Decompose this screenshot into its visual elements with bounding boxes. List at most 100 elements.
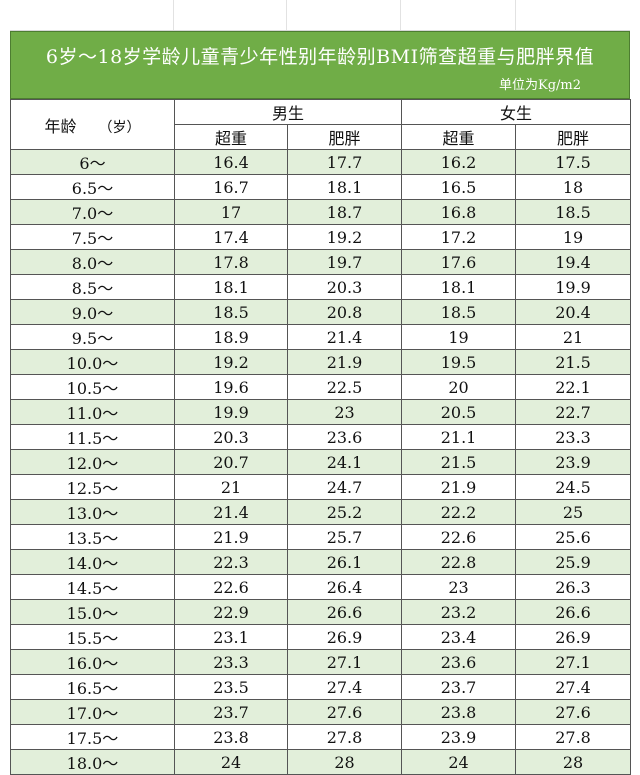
male-overweight-cell[interactable]: 16.4 [174,149,288,175]
age-cell[interactable]: 8.0～ [10,249,175,275]
male-overweight-cell[interactable]: 24 [174,749,288,775]
female-overweight-cell[interactable]: 23.4 [401,624,517,650]
male-overweight-cell[interactable]: 18.1 [174,274,288,300]
female-obese-cell[interactable]: 21.5 [515,349,632,375]
age-cell[interactable]: 6～ [10,149,175,175]
male-overweight-cell[interactable]: 18.5 [174,299,288,325]
age-cell[interactable]: 6.5～ [10,174,175,200]
age-cell[interactable]: 7.5～ [10,224,175,250]
male-overweight-cell[interactable]: 22.9 [174,599,288,625]
male-obese-cell[interactable]: 22.5 [286,374,403,400]
empty-cell[interactable] [287,0,402,30]
female-overweight-cell[interactable]: 22.2 [401,499,517,525]
female-obese-cell[interactable]: 19 [515,224,632,250]
female-obese-cell[interactable]: 26.9 [515,624,632,650]
female-obese-cell[interactable]: 27.8 [515,724,632,750]
female-obese-cell[interactable]: 17.5 [515,149,632,175]
male-overweight-cell[interactable]: 23.8 [174,724,288,750]
male-obese-cell[interactable]: 26.6 [286,599,403,625]
age-cell[interactable]: 14.5～ [10,574,175,600]
age-header[interactable]: 年龄 （岁） [10,99,175,150]
age-cell[interactable]: 12.5～ [10,474,175,500]
age-cell[interactable]: 12.0～ [10,449,175,475]
female-overweight-cell[interactable]: 16.2 [401,149,517,175]
male-overweight-cell[interactable]: 21.9 [174,524,288,550]
male-overweight-cell[interactable]: 17.4 [174,224,288,250]
male-obese-cell[interactable]: 19.7 [286,249,403,275]
male-overweight-cell[interactable]: 20.3 [174,424,288,450]
age-cell[interactable]: 10.5～ [10,374,175,400]
age-cell[interactable]: 9.5～ [10,324,175,350]
male-obese-cell[interactable]: 20.3 [286,274,403,300]
empty-cell[interactable] [401,0,516,30]
male-obese-cell[interactable]: 21.9 [286,349,403,375]
female-overweight-cell[interactable]: 16.8 [401,199,517,225]
male-obese-cell[interactable]: 17.7 [286,149,403,175]
female-overweight-cell[interactable]: 21.1 [401,424,517,450]
female-obese-cell[interactable]: 27.4 [515,674,632,700]
age-cell[interactable]: 13.5～ [10,524,175,550]
male-overweight-cell[interactable]: 21.4 [174,499,288,525]
male-overweight-cell[interactable]: 18.9 [174,324,288,350]
female-obese-cell[interactable]: 27.6 [515,699,632,725]
male-overweight-cell[interactable]: 16.7 [174,174,288,200]
female-overweight-cell[interactable]: 21.5 [401,449,517,475]
female-obese-cell[interactable]: 24.5 [515,474,632,500]
male-obese-cell[interactable]: 27.8 [286,724,403,750]
empty-cell[interactable] [10,0,174,30]
age-cell[interactable]: 7.0～ [10,199,175,225]
age-cell[interactable]: 16.0～ [10,649,175,675]
female-overweight-cell[interactable]: 23.6 [401,649,517,675]
female-overweight-cell[interactable]: 19 [401,324,517,350]
male-overweight-cell[interactable]: 21 [174,474,288,500]
male-header[interactable]: 男生 [173,99,403,125]
male-overweight-cell[interactable]: 23.7 [174,699,288,725]
male-obese-header[interactable]: 肥胖 [286,124,403,150]
female-obese-cell[interactable]: 22.7 [515,399,632,425]
female-obese-cell[interactable]: 23.9 [515,449,632,475]
female-obese-cell[interactable]: 27.1 [515,649,632,675]
male-obese-cell[interactable]: 18.7 [286,199,403,225]
age-cell[interactable]: 16.5～ [10,674,175,700]
age-cell[interactable]: 18.0～ [10,749,175,775]
female-overweight-cell[interactable]: 17.2 [401,224,517,250]
age-cell[interactable]: 15.5～ [10,624,175,650]
age-cell[interactable]: 13.0～ [10,499,175,525]
male-overweight-cell[interactable]: 20.7 [174,449,288,475]
age-cell[interactable]: 11.0～ [10,399,175,425]
female-overweight-cell[interactable]: 23.7 [401,674,517,700]
male-obese-cell[interactable]: 27.6 [286,699,403,725]
male-overweight-cell[interactable]: 23.5 [174,674,288,700]
male-overweight-cell[interactable]: 23.1 [174,624,288,650]
male-overweight-header[interactable]: 超重 [174,124,288,150]
male-obese-cell[interactable]: 25.7 [286,524,403,550]
male-obese-cell[interactable]: 26.1 [286,549,403,575]
female-obese-cell[interactable]: 25.6 [515,524,632,550]
male-overweight-cell[interactable]: 23.3 [174,649,288,675]
female-obese-cell[interactable]: 23.3 [515,424,632,450]
male-obese-cell[interactable]: 27.4 [286,674,403,700]
male-obese-cell[interactable]: 24.1 [286,449,403,475]
empty-top-row[interactable] [10,0,630,31]
male-obese-cell[interactable]: 24.7 [286,474,403,500]
male-obese-cell[interactable]: 20.8 [286,299,403,325]
male-overweight-cell[interactable]: 19.9 [174,399,288,425]
male-overweight-cell[interactable]: 22.3 [174,549,288,575]
female-overweight-cell[interactable]: 20 [401,374,517,400]
female-obese-cell[interactable]: 25.9 [515,549,632,575]
male-obese-cell[interactable]: 26.9 [286,624,403,650]
female-obese-cell[interactable]: 20.4 [515,299,632,325]
empty-cell[interactable] [516,0,630,30]
male-overweight-cell[interactable]: 19.6 [174,374,288,400]
female-obese-cell[interactable]: 26.3 [515,574,632,600]
female-overweight-cell[interactable]: 18.5 [401,299,517,325]
age-cell[interactable]: 11.5～ [10,424,175,450]
female-obese-cell[interactable]: 18 [515,174,632,200]
female-overweight-cell[interactable]: 20.5 [401,399,517,425]
male-obese-cell[interactable]: 25.2 [286,499,403,525]
male-obese-cell[interactable]: 26.4 [286,574,403,600]
male-overweight-cell[interactable]: 19.2 [174,349,288,375]
male-obese-cell[interactable]: 21.4 [286,324,403,350]
male-obese-cell[interactable]: 18.1 [286,174,403,200]
female-obese-header[interactable]: 肥胖 [515,124,632,150]
